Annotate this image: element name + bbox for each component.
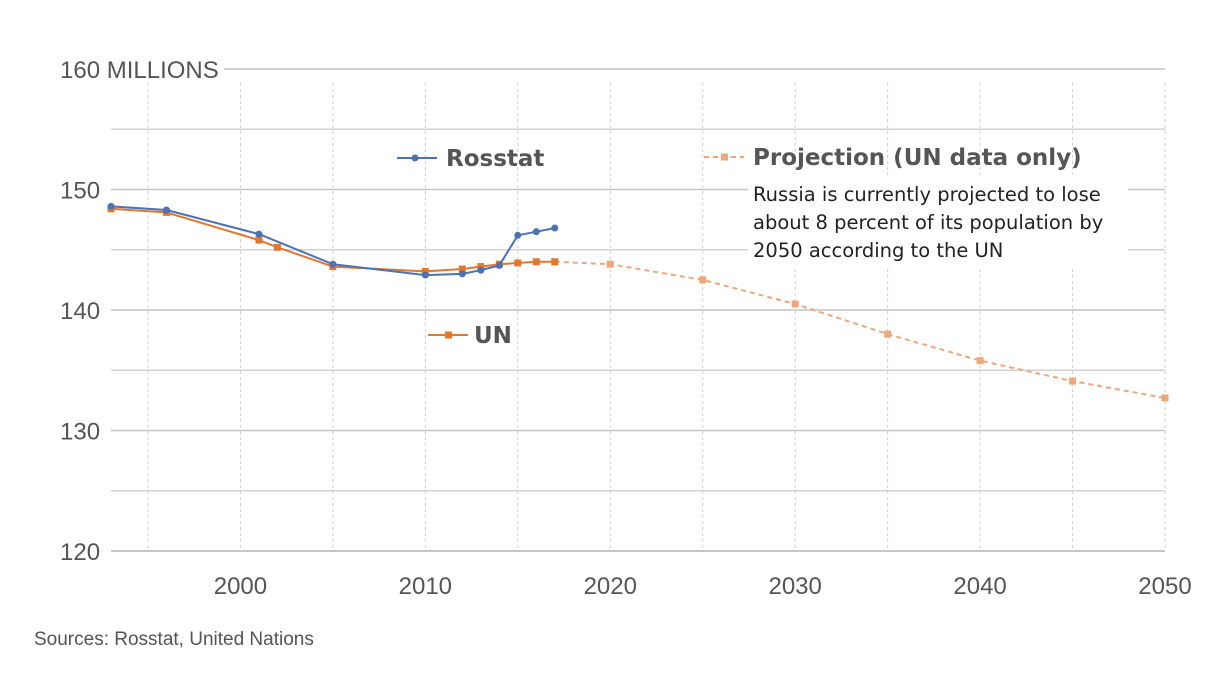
x-tick-label: 2010: [399, 573, 452, 600]
data-point-un: [532, 258, 540, 266]
annotation: Russia is currently projected to lose ab…: [748, 175, 1128, 267]
x-axis: 2000 2010 2020 2030 2040 2050: [214, 573, 1192, 600]
y-tick-label: 130: [60, 419, 100, 446]
x-tick-label: 2020: [584, 573, 637, 600]
y-tick-bg: [56, 173, 108, 204]
data-point-rosstat: [532, 228, 540, 236]
x-tick-label: 2000: [214, 573, 267, 600]
grid: [111, 68, 1166, 552]
legend-un-label: UN: [474, 323, 512, 349]
annotation-line-3: 2050 according to the UN: [753, 239, 1003, 262]
data-point-projection-un-data-only: [976, 357, 984, 365]
data-point-un: [421, 267, 429, 275]
data-point-rosstat: [514, 231, 522, 239]
y-axis: 120 130 140 150 160 MILLIONS: [56, 53, 224, 566]
legend-projection-label: Projection (UN data only): [753, 145, 1082, 171]
data-point-rosstat: [107, 202, 115, 210]
y-tick-label: 160 MILLIONS: [60, 57, 219, 84]
data-point-projection-un-data-only: [791, 300, 799, 308]
annotation-bg: [748, 175, 1128, 267]
data-point-projection-un-data-only: [606, 260, 614, 268]
x-tick-label: 2040: [953, 573, 1006, 600]
series-line-projection-un-data-only: [554, 260, 1166, 399]
x-tick-label: 2030: [768, 573, 821, 600]
legend-projection-marker: [721, 153, 728, 161]
data-point-projection-un-data-only: [884, 330, 892, 338]
y-tick-bg: [56, 535, 108, 565]
data-point-rosstat: [551, 224, 559, 232]
series-layer: [107, 202, 1169, 402]
data-point-un: [273, 243, 281, 251]
legend-rosstat: Rosstat: [397, 146, 544, 172]
data-point-rosstat: [477, 266, 485, 274]
y-tick-label: 140: [60, 298, 100, 325]
x-tick-label: 2050: [1138, 573, 1191, 600]
data-point-un: [514, 259, 522, 267]
legend-projection: Projection (UN data only): [704, 145, 1082, 171]
data-point-un: [477, 263, 485, 271]
legend-rosstat-label: Rosstat: [446, 146, 544, 172]
y-tick-bg: [56, 414, 108, 445]
source-note: Sources: Rosstat, United Nations: [34, 629, 314, 650]
y-tick-bg: [56, 53, 224, 83]
data-point-rosstat: [255, 230, 263, 238]
y-tick-label: 150: [60, 178, 100, 205]
data-point-projection-un-data-only: [1161, 394, 1169, 402]
data-point-rosstat: [495, 261, 503, 269]
legend-rosstat-marker: [411, 154, 419, 162]
annotation-line-2: about 8 percent of its population by: [753, 211, 1103, 234]
data-point-un: [551, 258, 559, 266]
data-point-projection-un-data-only: [1069, 377, 1077, 385]
data-point-rosstat: [458, 270, 466, 278]
data-point-rosstat: [162, 206, 170, 214]
data-point-un: [458, 265, 466, 273]
y-tick-bg: [56, 294, 108, 324]
y-tick-label: 120: [60, 539, 100, 566]
data-point-un: [255, 236, 263, 244]
data-point-projection-un-data-only: [699, 276, 707, 284]
data-point-rosstat: [421, 271, 429, 279]
legend-un: UN: [428, 323, 512, 349]
legend-un-marker: [445, 331, 452, 339]
annotation-line-1: Russia is currently projected to lose: [753, 183, 1101, 206]
data-point-rosstat: [329, 260, 337, 268]
